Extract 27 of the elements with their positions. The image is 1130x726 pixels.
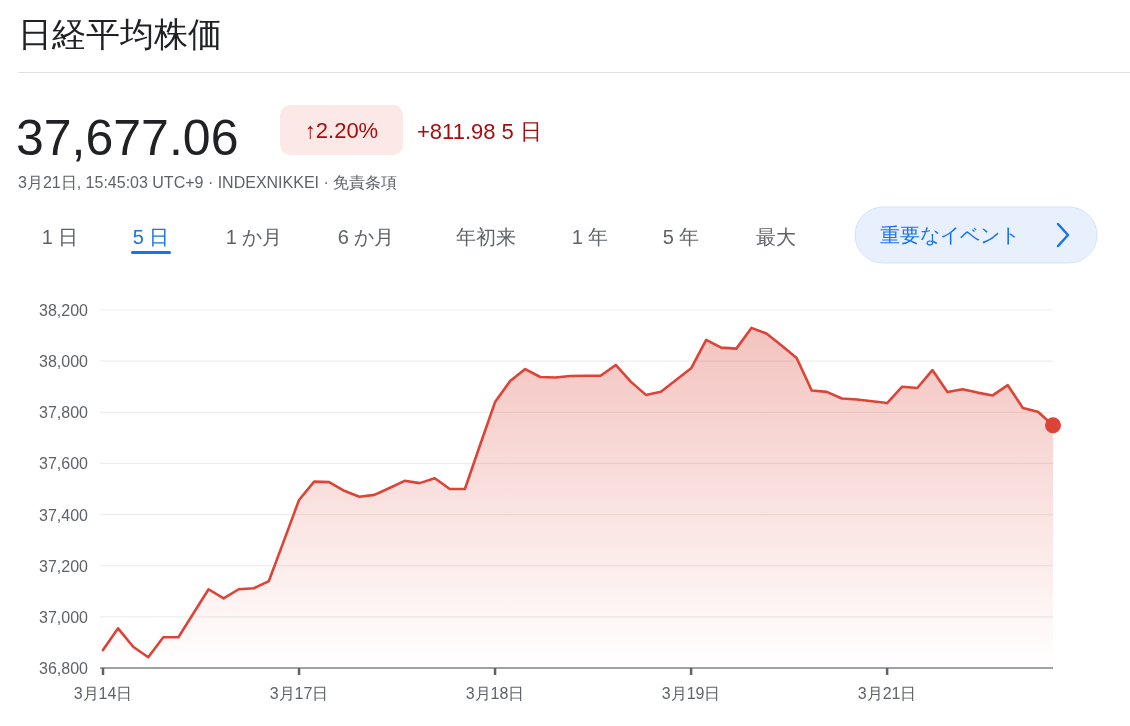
y-tick-label: 37,800 bbox=[39, 404, 89, 422]
text: 重要なイベント bbox=[880, 224, 1020, 246]
text: 6 か月 bbox=[337, 226, 395, 248]
x-tick-label: 3月19日 bbox=[661, 685, 721, 702]
text: 3月21日, 15:45:03 UTC+9 · INDEXNIKKEI · 免責条項 bbox=[18, 174, 398, 191]
text: 1 日 bbox=[41, 226, 79, 248]
text: 1 年 bbox=[571, 226, 609, 248]
text: 5 日 bbox=[132, 226, 170, 248]
text: 最大 bbox=[756, 226, 796, 248]
x-tick-label: 3月17日 bbox=[269, 685, 329, 702]
y-tick-label: 38,200 bbox=[39, 302, 89, 319]
text: 年初来 bbox=[456, 226, 516, 248]
text: 37,677.06 bbox=[16, 110, 239, 166]
chart-title: 日経平均株価 bbox=[18, 15, 222, 53]
y-tick-label: 37,400 bbox=[39, 506, 89, 524]
y-tick-label: 36,800 bbox=[39, 660, 89, 677]
text: ↑2.20% bbox=[304, 118, 379, 143]
y-tick-label: 37,000 bbox=[39, 608, 89, 626]
x-tick-label: 3月18日 bbox=[465, 685, 525, 702]
text: +811.98 5 日 bbox=[417, 119, 542, 144]
y-tick-label: 37,200 bbox=[39, 557, 89, 575]
y-tick-label: 38,000 bbox=[39, 353, 89, 371]
y-tick-label: 37,600 bbox=[39, 455, 89, 473]
text: 5 年 bbox=[662, 226, 700, 248]
x-tick-label: 3月21日 bbox=[857, 685, 917, 702]
x-tick-label: 3月14日 bbox=[73, 685, 133, 702]
text: 1 か月 bbox=[225, 226, 283, 248]
